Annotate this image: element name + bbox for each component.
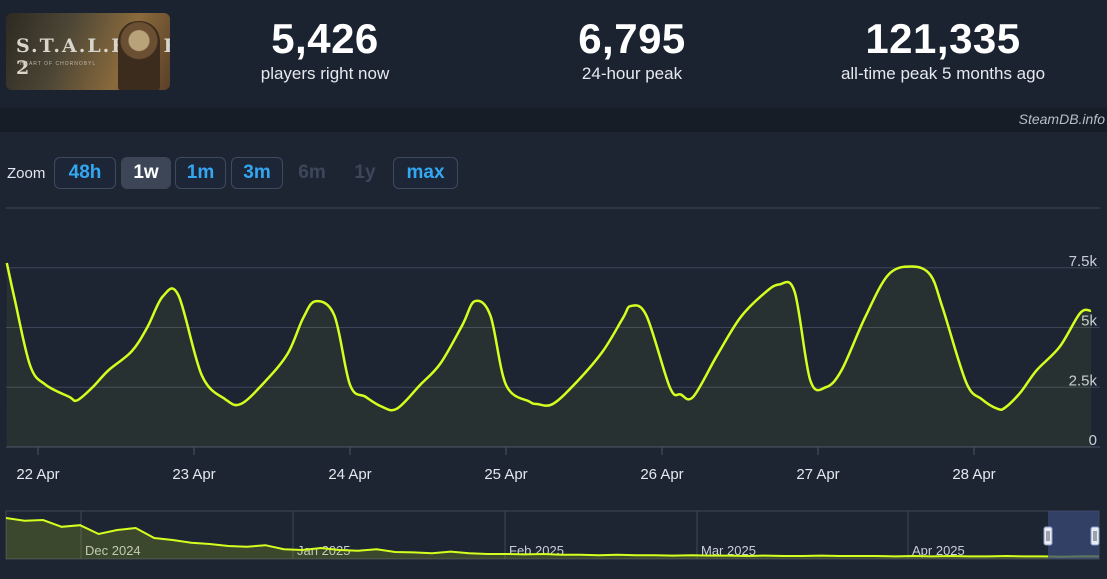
stat-label: players right now [260,64,390,83]
y-tick-label: 2.5k [1069,372,1098,389]
navigator-line [5,517,1099,558]
stat-value: 6,795 [578,15,686,62]
x-tick-label: 23 Apr [172,466,215,483]
zoom-button-6m: 6m [298,162,326,183]
y-tick-label: 0 [1089,432,1097,449]
stat-label: 24-hour peak [581,64,683,83]
x-tick-label: 25 Apr [484,466,527,483]
y-tick-label: 5k [1081,313,1097,330]
credit-band [0,108,1107,132]
zoom-button-3m[interactable]: 3m [231,157,283,189]
x-tick-label: 22 Apr [16,466,59,483]
x-tick-label: 24 Apr [328,466,371,483]
x-tick-label: 27 Apr [796,466,839,483]
series-line [5,262,1092,412]
navigator-right-handle[interactable] [1090,526,1100,546]
soldier-figure-icon [118,21,160,90]
game-banner-image[interactable]: S.T.A.L.K.E.R. 2 HEART OF CHORNOBYL [6,13,170,90]
navigator-left-handle[interactable] [1043,526,1053,546]
navigator-label: Apr 2025 [912,543,965,558]
zoom-label: Zoom [7,165,46,182]
stat-value: 121,335 [865,15,1021,62]
x-tick-label: 26 Apr [640,466,683,483]
zoom-button-max[interactable]: max [393,157,458,189]
navigator-label: Jan 2025 [297,543,351,558]
series-area [6,262,1091,447]
x-tick-label: 28 Apr [952,466,995,483]
y-tick-label: 7.5k [1069,253,1098,270]
stat-all-time-peak: 121,335 all-time peak 5 months ago [813,16,1073,84]
stat-24h-peak: 6,795 24-hour peak [502,16,762,84]
steamdb-credit-link[interactable]: SteamDB.info [1018,111,1105,127]
zoom-button-1m[interactable]: 1m [175,157,226,189]
chart-panel [0,132,1107,579]
stat-current-players: 5,426 players right now [195,16,455,84]
zoom-button-1y: 1y [354,162,376,183]
navigator-frame [5,510,1100,560]
navigator-label: Dec 2024 [85,543,141,558]
header: S.T.A.L.K.E.R. 2 HEART OF CHORNOBYL 5,42… [0,0,1107,108]
zoom-button-1w[interactable]: 1w [121,157,171,189]
banner-subtitle: HEART OF CHORNOBYL [20,61,97,67]
zoom-button-48h[interactable]: 48h [54,157,116,189]
stat-value: 5,426 [271,15,379,62]
stat-label: all-time peak 5 months ago [840,64,1046,83]
navigator-label: Mar 2025 [701,543,756,558]
